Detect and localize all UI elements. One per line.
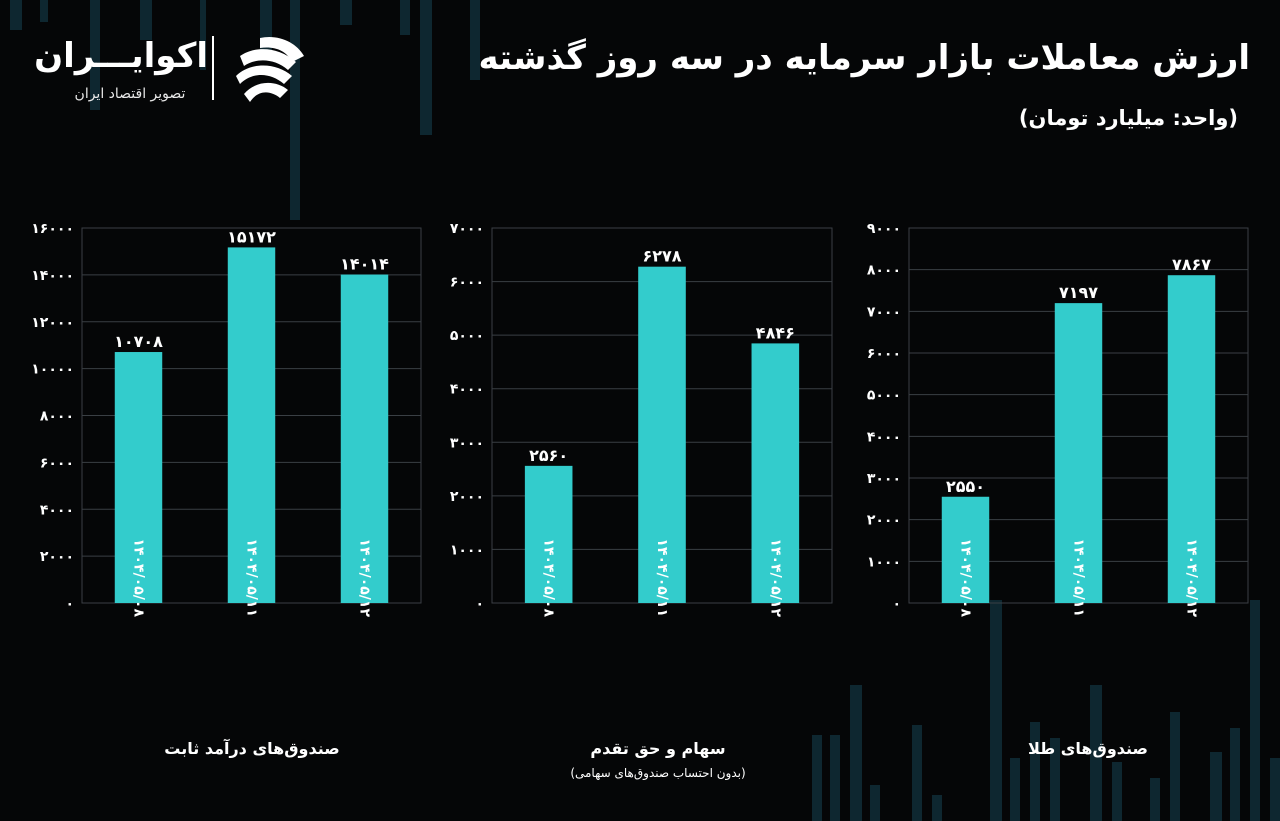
decor-bar bbox=[1250, 600, 1260, 821]
bar bbox=[1054, 303, 1103, 603]
y-tick-label: ۴۰۰۰ bbox=[40, 502, 74, 518]
decor-bar bbox=[470, 0, 480, 80]
decor-bar bbox=[1010, 758, 1020, 821]
decor-bar bbox=[1090, 685, 1102, 821]
decor-bar bbox=[1270, 758, 1280, 821]
logo-name: اکوایـــران bbox=[34, 36, 208, 76]
chart-title: سهام و حق تقدم bbox=[590, 739, 725, 758]
bar bbox=[340, 274, 389, 603]
y-tick-label: ۶۰۰۰ bbox=[40, 455, 74, 471]
decor-bar bbox=[1050, 738, 1060, 821]
bar bbox=[638, 266, 686, 603]
decor-bar bbox=[40, 0, 48, 22]
y-tick-label: ۲۰۰۰ bbox=[40, 549, 74, 565]
x-tick-label: ۱۴۰۴/۰۵/۰۸ bbox=[131, 538, 147, 617]
x-tick-label: ۱۴۰۴/۰۵/۱۱ bbox=[1071, 538, 1087, 617]
bar bbox=[524, 465, 573, 603]
y-tick-label: ۸۰۰۰ bbox=[40, 409, 74, 425]
decor-bar bbox=[830, 735, 840, 821]
bar bbox=[751, 343, 800, 603]
bar-value-label: ۶۲۷۸ bbox=[642, 247, 681, 266]
bar-value-label: ۲۵۶۰ bbox=[529, 446, 568, 465]
decor-bar bbox=[1230, 728, 1240, 821]
bar bbox=[1167, 275, 1216, 603]
y-tick-label: ۵۰۰۰ bbox=[450, 328, 484, 344]
y-tick-label: ۱۲۰۰۰ bbox=[31, 315, 74, 331]
y-tick-label: ۱۶۰۰۰ bbox=[31, 221, 74, 237]
y-tick-label: ۴۰۰۰ bbox=[867, 429, 901, 445]
page-title: ارزش معاملات بازار سرمایه در سه روز گذشت… bbox=[478, 38, 1250, 78]
x-tick-label: ۱۴۰۴/۰۵/۱۱ bbox=[244, 538, 260, 617]
y-tick-label: ۷۰۰۰ bbox=[867, 304, 901, 320]
decor-bar bbox=[10, 0, 22, 30]
bar-value-label: ۷۸۶۷ bbox=[1172, 255, 1211, 274]
chart-subtitle: (بدون احتساب صندوق‌های سهامی) bbox=[570, 766, 745, 781]
logo-tagline: تصویر اقتصاد ایران bbox=[74, 86, 186, 102]
decor-bar bbox=[90, 0, 100, 110]
y-tick-label: ۳۰۰۰ bbox=[450, 435, 484, 451]
y-tick-label: ۲۰۰۰ bbox=[450, 489, 484, 505]
logo-divider bbox=[212, 36, 214, 100]
x-tick-label: ۱۴۰۴/۰۵/۱۲ bbox=[357, 538, 373, 617]
y-tick-label: ۲۰۰۰ bbox=[867, 513, 901, 529]
y-tick-label: ۸۰۰۰ bbox=[867, 263, 901, 279]
decor-bar bbox=[812, 735, 822, 821]
chart-fixed-income-funds: صندوق‌های درآمد ثابت ۰ ۲۰۰۰ ۴۰۰۰ ۶۰۰۰ ۸۰۰۰ ۱۰… bbox=[31, 221, 422, 758]
bar bbox=[227, 247, 276, 603]
y-tick-label: ۱۰۰۰ bbox=[867, 554, 901, 570]
y-tick-label: ۷۰۰۰ bbox=[450, 221, 484, 237]
decor-bar bbox=[1030, 722, 1040, 821]
y-tick-label: ۱۴۰۰۰ bbox=[31, 268, 74, 284]
ecoiran-logo-icon bbox=[236, 36, 304, 102]
y-tick-label: ۶۰۰۰ bbox=[867, 346, 901, 362]
decor-bar bbox=[1210, 752, 1222, 821]
y-tick-label: ۵۰۰۰ bbox=[867, 388, 901, 404]
y-tick-label: ۱۰۰۰ bbox=[450, 542, 484, 558]
bar bbox=[941, 496, 990, 603]
x-tick-label: ۱۴۰۴/۰۵/۱۲ bbox=[1184, 538, 1200, 617]
decor-bar bbox=[870, 785, 880, 821]
y-tick-label: ۴۰۰۰ bbox=[450, 382, 484, 398]
bar-value-label: ۱۵۱۷۲ bbox=[227, 227, 276, 246]
decor-bar bbox=[340, 0, 352, 25]
decor-bar bbox=[420, 0, 432, 135]
chart-gold-funds: صندوق‌های طلا ۰ ۱۰۰۰ ۲۰۰۰ ۳۰۰۰ ۴۰۰۰ ۵۰۰۰ ۶۰۰۰ ۷… bbox=[867, 221, 1249, 758]
x-tick-label: ۱۴۰۴/۰۵/۱۱ bbox=[654, 538, 670, 617]
decor-bar bbox=[912, 725, 922, 821]
logo: اکوایـــران تصویر اقتصاد ایران bbox=[34, 30, 318, 110]
x-tick-label: ۱۴۰۴/۰۵/۰۸ bbox=[958, 538, 974, 617]
y-tick-label: ۹۰۰۰ bbox=[867, 221, 901, 237]
y-tick-label: ۰ bbox=[475, 596, 484, 612]
decor-bar bbox=[140, 0, 152, 40]
decor-bar bbox=[200, 0, 206, 70]
decor-bar bbox=[400, 0, 410, 35]
decor-bar bbox=[850, 685, 862, 821]
y-tick-label: ۰ bbox=[65, 596, 74, 612]
decor-bar bbox=[932, 795, 942, 821]
y-tick-label: ۰ bbox=[892, 596, 901, 612]
y-tick-label: ۱۰۰۰۰ bbox=[31, 362, 74, 378]
bar-value-label: ۴۸۴۶ bbox=[756, 323, 795, 342]
x-tick-label: ۱۴۰۴/۰۵/۰۸ bbox=[541, 538, 557, 617]
bar bbox=[114, 352, 163, 603]
chart-title: صندوق‌های طلا bbox=[1028, 739, 1148, 758]
decor-bar bbox=[1170, 712, 1180, 821]
decor-bar bbox=[290, 0, 300, 220]
chart-title: صندوق‌های درآمد ثابت bbox=[164, 738, 339, 758]
y-tick-label: ۶۰۰۰ bbox=[450, 275, 484, 291]
bar-value-label: ۱۰۷۰۸ bbox=[114, 332, 163, 351]
chart-stocks-and-rights: سهام و حق تقدم (بدون احتساب صندوق‌های سه… bbox=[450, 221, 833, 781]
x-tick-label: ۱۴۰۴/۰۵/۱۲ bbox=[767, 538, 783, 617]
bar-value-label: ۷۱۹۷ bbox=[1059, 283, 1098, 302]
decor-bar bbox=[1112, 762, 1122, 821]
bar-value-label: ۲۵۵۰ bbox=[946, 477, 985, 496]
bar-value-label: ۱۴۰۱۴ bbox=[340, 255, 389, 274]
unit-label: (واحد: میلیارد تومان) bbox=[1018, 106, 1238, 130]
decor-bar bbox=[1150, 778, 1160, 821]
decor-bar bbox=[990, 600, 1002, 821]
y-tick-label: ۳۰۰۰ bbox=[867, 471, 901, 487]
